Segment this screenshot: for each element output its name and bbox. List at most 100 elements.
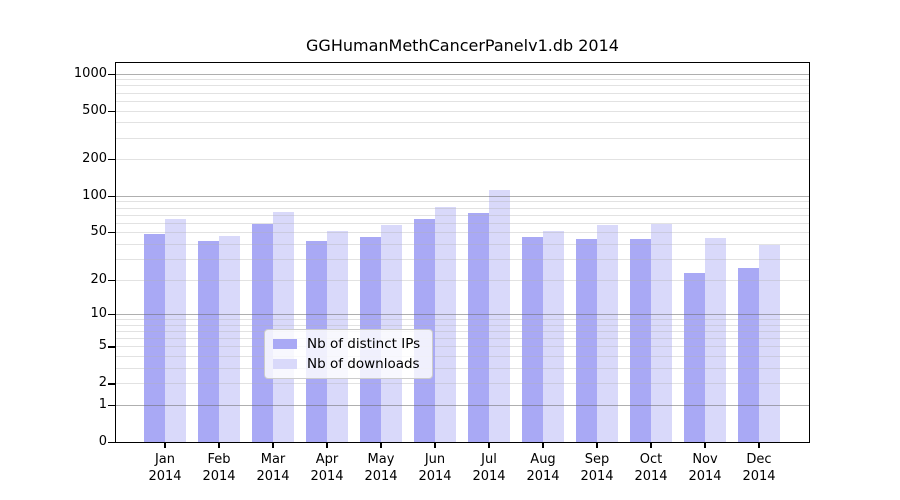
x-tick-nov (704, 443, 706, 448)
bar-distinct-ips-sep (576, 239, 597, 442)
x-tick-label-nov: Nov 2014 (688, 452, 722, 484)
y-tick-label-500: 500 (82, 102, 107, 118)
bar-distinct-ips-jul (468, 212, 489, 442)
legend: Nb of distinct IPs Nb of downloads (264, 329, 434, 379)
gridline-minor-900 (116, 79, 809, 81)
bar-distinct-ips-dec (738, 268, 759, 442)
bar-distinct-ips-nov (684, 272, 705, 442)
gridline-minor-70 (116, 214, 809, 216)
x-tick-label-mar: Mar 2014 (256, 452, 290, 484)
x-tick-jan (164, 443, 166, 448)
x-tick-label-may: May 2014 (364, 452, 398, 484)
gridline-major-1000 (116, 73, 809, 75)
y-tick-0 (108, 442, 115, 444)
y-tick-label-2: 2 (98, 375, 107, 391)
y-tick-500 (108, 110, 115, 112)
legend-swatch-distinct-ips (273, 339, 297, 349)
legend-label-downloads: Nb of downloads (307, 356, 420, 372)
y-tick-2 (108, 383, 115, 385)
bar-downloads-jun (435, 207, 456, 442)
gridline-minor-20 (116, 279, 809, 281)
y-tick-label-200: 200 (82, 151, 107, 167)
x-tick-feb (218, 443, 220, 448)
gridline-minor-9 (116, 319, 809, 321)
x-tick-label-sep: Sep 2014 (580, 452, 614, 484)
gridline-minor-40 (116, 244, 809, 245)
gridline-minor-80 (116, 207, 809, 209)
legend-label-distinct-ips: Nb of distinct IPs (307, 336, 421, 352)
y-tick-200 (108, 159, 115, 161)
gridline-minor-700 (116, 92, 809, 94)
x-tick-jul (488, 443, 490, 448)
y-tick-label-5: 5 (98, 338, 107, 354)
bar-downloads-aug (543, 231, 564, 442)
y-tick-label-50: 50 (90, 224, 107, 240)
x-tick-label-apr: Apr 2014 (310, 452, 344, 484)
x-tick-label-feb: Feb 2014 (202, 452, 236, 484)
legend-row-distinct-ips: Nb of distinct IPs (273, 336, 420, 352)
x-tick-label-jul: Jul 2014 (472, 452, 506, 484)
y-tick-100 (108, 195, 115, 198)
x-tick-label-jan: Jan 2014 (148, 452, 182, 484)
x-tick-jun (434, 443, 436, 448)
bar-downloads-mar (273, 211, 294, 442)
x-tick-label-dec: Dec 2014 (742, 452, 776, 484)
x-tick-oct (650, 443, 652, 448)
x-tick-sep (596, 443, 598, 448)
y-tick-label-1000: 1000 (73, 65, 107, 81)
gridline-minor-5 (116, 346, 809, 348)
plot-area (115, 62, 810, 443)
gridline-minor-2 (116, 383, 809, 385)
x-tick-dec (758, 443, 760, 448)
y-tick-label-10: 10 (90, 306, 107, 322)
gridline-minor-30 (116, 258, 809, 260)
y-tick-5 (108, 346, 115, 348)
gridline-minor-200 (116, 159, 809, 161)
y-tick-label-0: 0 (98, 434, 107, 449)
chart-title: GGHumanMethCancerPanelv1.db 2014 (306, 36, 619, 55)
gridline-minor-7 (116, 331, 809, 333)
y-tick-label-1: 1 (98, 397, 107, 412)
gridline-minor-3 (116, 368, 809, 370)
bar-distinct-ips-oct (630, 239, 651, 442)
gridline-minor-300 (116, 137, 809, 139)
x-tick-label-jun: Jun 2014 (418, 452, 452, 484)
y-tick-label-100: 100 (82, 187, 107, 203)
y-tick-20 (108, 279, 115, 281)
x-tick-label-aug: Aug 2014 (526, 452, 560, 484)
y-tick-1 (108, 405, 115, 407)
gridline-major-100 (116, 195, 809, 197)
gridline-minor-50 (116, 232, 809, 234)
x-tick-aug (542, 443, 544, 448)
bar-distinct-ips-jan (144, 234, 165, 442)
gridline-minor-400 (116, 122, 809, 124)
x-tick-label-oct: Oct 2014 (634, 452, 668, 484)
gridline-minor-90 (116, 201, 809, 203)
bar-downloads-dec (759, 245, 780, 442)
bar-downloads-nov (705, 237, 726, 442)
gridline-major-1 (116, 405, 809, 406)
x-tick-mar (272, 443, 274, 448)
legend-swatch-downloads (273, 359, 297, 369)
gridline-minor-800 (116, 85, 809, 87)
y-tick-10 (108, 314, 115, 316)
gridline-minor-500 (116, 110, 809, 112)
gridline-minor-6 (116, 338, 809, 340)
x-tick-may (380, 443, 382, 448)
y-tick-label-20: 20 (90, 271, 107, 287)
bar-downloads-feb (219, 235, 240, 442)
y-tick-1000 (108, 73, 115, 75)
bar-distinct-ips-mar (252, 223, 273, 442)
gridline-minor-4 (116, 356, 809, 358)
legend-row-downloads: Nb of downloads (273, 356, 420, 372)
bar-downloads-jul (489, 190, 510, 442)
bar-distinct-ips-feb (198, 241, 219, 442)
gridline-minor-8 (116, 324, 809, 326)
y-tick-50 (108, 232, 115, 234)
bar-downloads-oct (651, 223, 672, 442)
gridline-minor-60 (116, 222, 809, 224)
gridline-minor-600 (116, 100, 809, 102)
bar-downloads-jan (165, 219, 186, 442)
gridline-major-10 (116, 314, 809, 316)
